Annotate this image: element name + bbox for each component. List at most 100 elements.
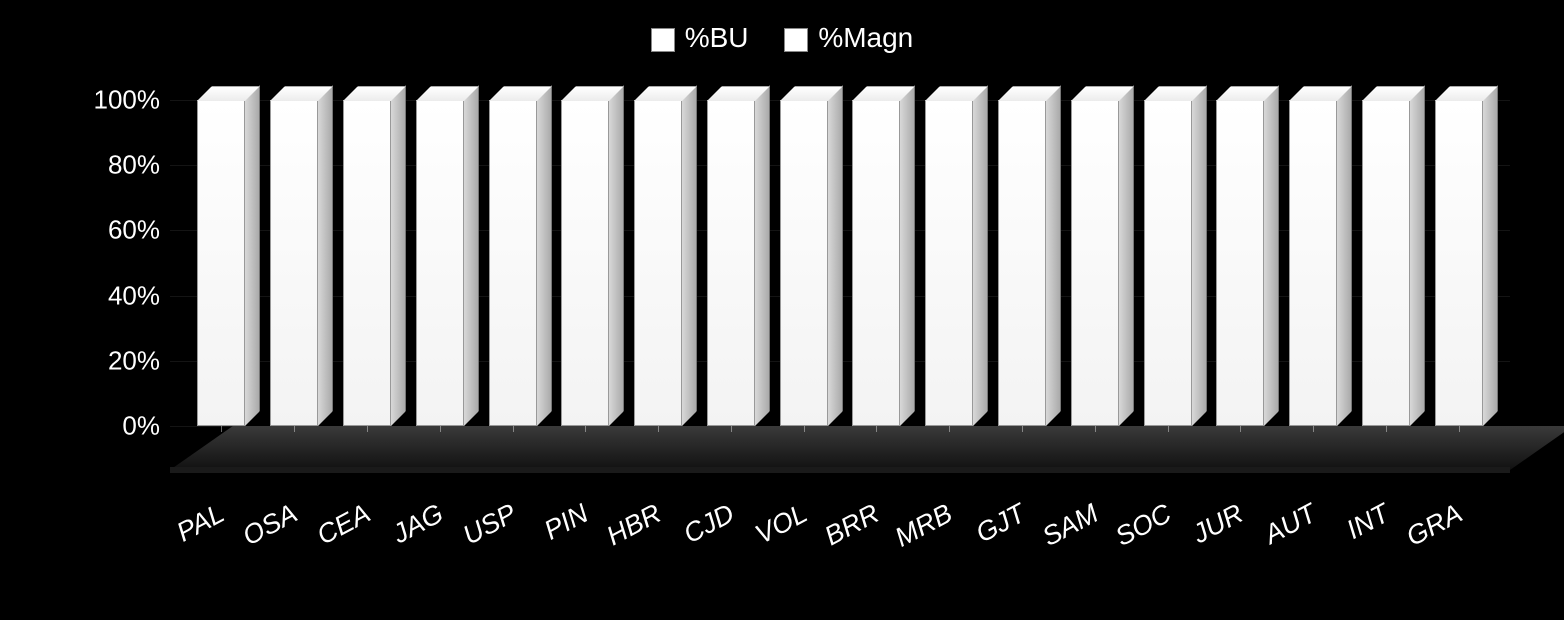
bar: [489, 100, 537, 426]
bar-slot: [622, 100, 695, 426]
x-tick: [1022, 426, 1023, 432]
x-label: BRR: [820, 498, 885, 552]
x-label: PIN: [540, 498, 594, 547]
x-axis: PALOSACEAJAGUSP PINHBRCJDVOLBRRMRB GJTSAMS…: [170, 480, 1510, 600]
x-label: SOC: [1110, 498, 1176, 553]
bar: [780, 100, 828, 426]
bar: [925, 100, 973, 426]
x-tick: [367, 426, 368, 432]
y-tick-label: 20%: [108, 345, 160, 376]
bar-front: [998, 100, 1046, 426]
bar-front: [780, 100, 828, 426]
bar: [998, 100, 1046, 426]
bar-front: [416, 100, 464, 426]
bar-chart: %BU %Magn 0%20%40%60%80%100% PALOSACEAJA…: [0, 0, 1564, 620]
bar-slot: [694, 100, 767, 426]
legend-swatch-bu: [651, 28, 675, 52]
bar-slot: [331, 100, 404, 426]
bar: [1144, 100, 1192, 426]
x-tick: [585, 426, 586, 432]
bar-front: [1435, 100, 1483, 426]
x-tick: [1386, 426, 1387, 432]
bar-front: [925, 100, 973, 426]
bar-slot: [1422, 100, 1495, 426]
bar-front: [852, 100, 900, 426]
bar-front: [1071, 100, 1119, 426]
x-tick: [949, 426, 950, 432]
bar: [561, 100, 609, 426]
bar-front: [1216, 100, 1264, 426]
legend-item-magn: %Magn: [784, 22, 913, 54]
bar: [634, 100, 682, 426]
x-tick: [221, 426, 222, 432]
legend-label-bu: %BU: [685, 22, 749, 53]
x-label: JUR: [1188, 498, 1249, 550]
bar: [852, 100, 900, 426]
bar-front: [707, 100, 755, 426]
bar-slot: [1277, 100, 1350, 426]
x-label: GRA: [1401, 498, 1467, 553]
plot-floor: [170, 426, 1564, 470]
bar: [1216, 100, 1264, 426]
y-tick-label: 60%: [108, 215, 160, 246]
bar-side: [1483, 85, 1498, 426]
bars-container: [170, 100, 1510, 426]
x-label: VOL: [750, 498, 812, 551]
plot-area: [170, 100, 1510, 470]
x-tick: [1240, 426, 1241, 432]
bar-front: [489, 100, 537, 426]
legend: %BU %Magn: [0, 22, 1564, 54]
bar-slot: [1058, 100, 1131, 426]
bar: [707, 100, 755, 426]
x-tick: [658, 426, 659, 432]
bar-front: [343, 100, 391, 426]
bar: [416, 100, 464, 426]
y-tick-label: 100%: [94, 85, 161, 116]
x-tick: [731, 426, 732, 432]
bar-front: [197, 100, 245, 426]
x-label: MRB: [890, 498, 958, 554]
bar-slot: [913, 100, 986, 426]
bar-front: [561, 100, 609, 426]
bar: [1289, 100, 1337, 426]
x-label: JAG: [387, 498, 448, 550]
legend-swatch-magn: [784, 28, 808, 52]
x-tick: [440, 426, 441, 432]
y-tick-label: 80%: [108, 150, 160, 181]
x-label: CEA: [312, 498, 376, 551]
x-tick: [1168, 426, 1169, 432]
legend-label-magn: %Magn: [818, 22, 913, 53]
plot-floor-edge: [170, 467, 1510, 473]
legend-item-bu: %BU: [651, 22, 749, 54]
x-label: GJT: [971, 498, 1031, 549]
bar-slot: [476, 100, 549, 426]
bar-slot: [185, 100, 258, 426]
x-label: HBR: [602, 498, 667, 552]
x-label: AUT: [1259, 498, 1321, 551]
bar-front: [634, 100, 682, 426]
x-label: PAL: [172, 498, 230, 548]
x-tick: [804, 426, 805, 432]
x-tick: [513, 426, 514, 432]
x-tick: [1095, 426, 1096, 432]
x-label: SAM: [1037, 498, 1103, 553]
bar-front: [270, 100, 318, 426]
bar: [197, 100, 245, 426]
bar: [270, 100, 318, 426]
x-tick: [876, 426, 877, 432]
x-label: USP: [457, 498, 521, 551]
y-tick-label: 40%: [108, 280, 160, 311]
x-label: INT: [1341, 498, 1394, 546]
bar-slot: [1350, 100, 1423, 426]
bar-slot: [403, 100, 476, 426]
bar-slot: [549, 100, 622, 426]
bar: [1435, 100, 1483, 426]
bar: [1362, 100, 1410, 426]
y-axis: 0%20%40%60%80%100%: [80, 100, 160, 426]
x-label: OSA: [238, 498, 303, 552]
bar: [1071, 100, 1119, 426]
x-label: CJD: [678, 498, 739, 550]
bar-slot: [1131, 100, 1204, 426]
x-tick: [1459, 426, 1460, 432]
bar-front: [1289, 100, 1337, 426]
